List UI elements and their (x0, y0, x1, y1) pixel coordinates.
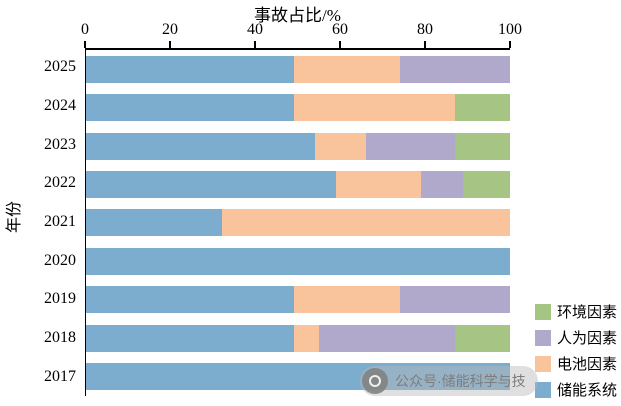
bar-segment-电池因素 (336, 171, 421, 199)
bar-segment-人为因素 (365, 132, 455, 160)
bar-segment-环境因素 (454, 94, 510, 122)
legend-label: 电池因素 (556, 357, 617, 373)
bar-segment-储能系统 (86, 286, 294, 314)
watermark-text: 公众号·储能科学与技 (395, 373, 526, 389)
bar-segment-电池因素 (293, 55, 400, 83)
legend-item: 人为因素 (534, 327, 617, 348)
bar-row (86, 242, 510, 280)
y-tick-label: 2019 (44, 290, 76, 308)
bar-segment-人为因素 (399, 55, 510, 83)
stacked-bar (86, 132, 510, 160)
x-axis-ticks: 0 20 40 60 80 100 (81, 0, 522, 48)
legend-swatch (534, 303, 551, 320)
stacked-bar (86, 209, 510, 237)
y-tick-label: 2017 (44, 367, 76, 385)
bar-segment-人为因素 (319, 324, 455, 352)
y-tick-label: 2021 (44, 212, 76, 230)
x-tick-mark (424, 41, 426, 48)
y-tick-label: 2018 (44, 328, 76, 346)
bar-segment-电池因素 (221, 209, 510, 237)
x-tick-label: 0 (81, 21, 89, 38)
legend-item: 环境因素 (534, 301, 617, 322)
stacked-bar (86, 363, 510, 391)
bar-segment-环境因素 (454, 324, 510, 352)
legend-swatch (534, 329, 551, 346)
y-tick-label: 2023 (44, 135, 76, 153)
legend-item: 电池因素 (534, 353, 617, 374)
bar-segment-电池因素 (314, 132, 366, 160)
bar-row (86, 281, 510, 319)
bar-row (86, 165, 510, 203)
x-tick-label: 40 (247, 21, 263, 38)
stacked-bar (86, 171, 510, 199)
x-tick-mark (169, 41, 171, 48)
watermark-camera-icon (362, 368, 388, 394)
legend-label: 储能系统 (556, 383, 617, 399)
x-tick-mark (254, 41, 256, 48)
y-tick-label: 2022 (44, 174, 76, 192)
plot-area (85, 48, 510, 396)
x-tick-label: 100 (498, 21, 522, 38)
legend-label: 环境因素 (556, 305, 617, 321)
bar-segment-人为因素 (420, 171, 464, 199)
x-axis-title: 事故占比/% (254, 6, 341, 25)
y-axis-labels: 2025 2024 2023 2022 2021 2020 2019 2018 2017 (0, 48, 80, 396)
x-tick-label: 60 (332, 21, 348, 38)
bar-segment-人为因素 (399, 286, 510, 314)
bar-row (86, 319, 510, 357)
y-tick-label: 2024 (44, 96, 76, 114)
legend-swatch (534, 381, 551, 398)
x-tick-mark (84, 41, 86, 48)
bar-row (86, 358, 510, 396)
bar-segment-储能系统 (86, 209, 222, 237)
legend-item: 储能系统 (534, 379, 617, 400)
stacked-bar (86, 55, 510, 83)
bar-segment-电池因素 (293, 286, 400, 314)
y-tick-label: 2025 (44, 58, 76, 76)
legend-label: 人为因素 (556, 331, 617, 347)
legend: 环境因素人为因素电池因素储能系统 (534, 301, 617, 400)
stacked-bar (86, 247, 510, 275)
x-tick-label: 80 (417, 21, 433, 38)
bar-segment-储能系统 (86, 171, 337, 199)
bar-segment-环境因素 (463, 171, 510, 199)
y-tick-label: 2020 (44, 251, 76, 269)
bar-segment-储能系统 (86, 363, 510, 391)
bar-segment-储能系统 (86, 94, 294, 122)
bar-segment-储能系统 (86, 324, 294, 352)
bar-segment-电池因素 (293, 94, 455, 122)
bar-row (86, 204, 510, 242)
bar-segment-电池因素 (293, 324, 320, 352)
x-tick-mark (509, 41, 511, 48)
legend-swatch (534, 355, 551, 372)
bar-row (86, 50, 510, 88)
x-tick-label: 20 (162, 21, 178, 38)
bar-segment-储能系统 (86, 132, 315, 160)
bar-row (86, 88, 510, 126)
x-tick-mark (339, 41, 341, 48)
bar-segment-储能系统 (86, 247, 510, 275)
watermark: 公众号·储能科学与技 (360, 366, 538, 396)
stacked-bar (86, 324, 510, 352)
bar-segment-环境因素 (454, 132, 510, 160)
stacked-bar (86, 286, 510, 314)
bar-row (86, 127, 510, 165)
bar-segment-储能系统 (86, 55, 294, 83)
stacked-bar (86, 94, 510, 122)
